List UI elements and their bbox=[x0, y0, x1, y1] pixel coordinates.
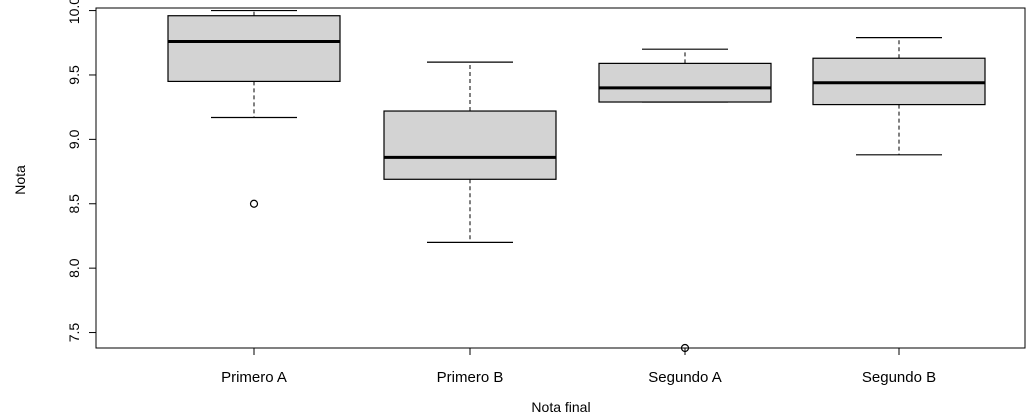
x-tick-label: Primero A bbox=[221, 369, 287, 386]
y-tick-label: 10.0 bbox=[66, 0, 82, 24]
box-primero-b bbox=[383, 110, 557, 180]
y-tick-label: 9.0 bbox=[66, 129, 82, 149]
y-axis-title: Nota bbox=[12, 165, 28, 195]
x-tick-label: Primero B bbox=[437, 369, 504, 386]
x-tick-label: Segundo B bbox=[862, 369, 936, 386]
outlier-point bbox=[249, 199, 259, 208]
y-tick-label: 8.5 bbox=[66, 194, 82, 214]
box-primero-a bbox=[167, 15, 341, 83]
y-tick-label: 9.5 bbox=[66, 65, 82, 85]
box-segundo-a bbox=[598, 62, 772, 103]
x-tick-label: Segundo A bbox=[648, 369, 721, 386]
y-tick-label: 7.5 bbox=[66, 323, 82, 343]
x-axis-title: Nota final bbox=[531, 399, 590, 415]
y-tick-label: 8.0 bbox=[66, 258, 82, 278]
plot-area: 7.5 8.0 8.5 9.0 9.5 10.0 Primero A Primero B Seg… bbox=[66, 0, 1026, 386]
